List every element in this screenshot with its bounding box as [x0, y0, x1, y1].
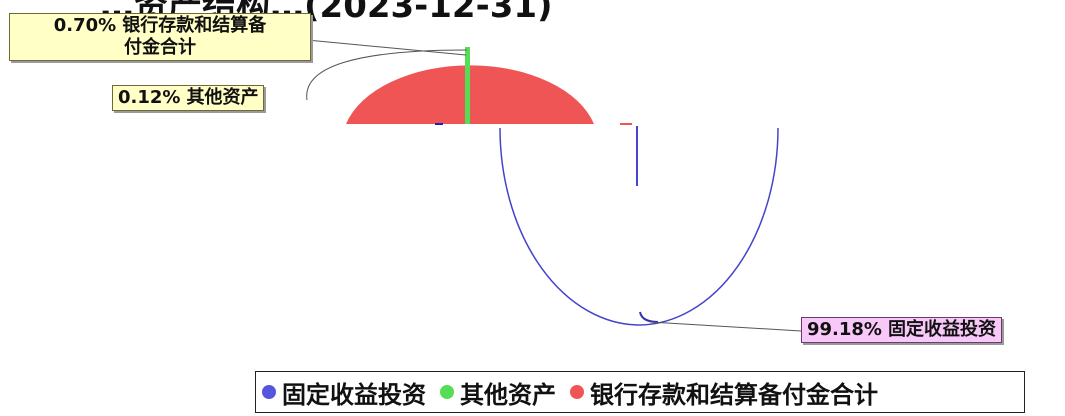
legend-item-bank-deposits: 银行存款和结算备付金合计: [570, 375, 878, 410]
legend-label-bank-deposits: 银行存款和结算备付金合计: [590, 380, 878, 409]
callout-fixed-income: 99.18% 固定收益投资: [801, 317, 1002, 343]
callout-bank-label-2: 付金合计: [124, 37, 196, 58]
leader-line-bank: [306, 39, 467, 56]
callout-bank-pct: 0.70%: [53, 15, 117, 36]
legend-dot-fixed-income: [262, 385, 276, 399]
legend-label-other-assets: 其他资产: [460, 380, 556, 409]
callout-fixed-label: 固定收益投资: [887, 319, 996, 340]
legend-item-fixed-income: 固定收益投资: [262, 375, 426, 410]
legend-dot-bank-deposits: [570, 385, 584, 399]
legend-label-fixed-income: 固定收益投资: [282, 380, 426, 409]
callout-bank-deposits: 0.70% 银行存款和结算备 付金合计: [9, 13, 311, 61]
callout-other-label: 其他资产: [186, 87, 259, 108]
callout-other-pct: 0.12%: [118, 87, 181, 108]
callout-other-assets: 0.12% 其他资产: [112, 85, 265, 111]
callout-fixed-pct: 99.18%: [807, 319, 882, 340]
leader-line-other: [306, 49, 468, 101]
leader-line-fixed: [649, 321, 802, 332]
pie-slice-other-assets: [465, 47, 470, 124]
chart-legend: 固定收益投资 其他资产 银行存款和结算备付金合计: [255, 371, 1025, 413]
pie-slice-fixed-income: [499, 127, 779, 326]
legend-item-other-assets: 其他资产: [440, 375, 556, 410]
legend-dot-other-assets: [440, 385, 454, 399]
callout-bank-label-1: 银行存款和结算备: [122, 15, 267, 36]
